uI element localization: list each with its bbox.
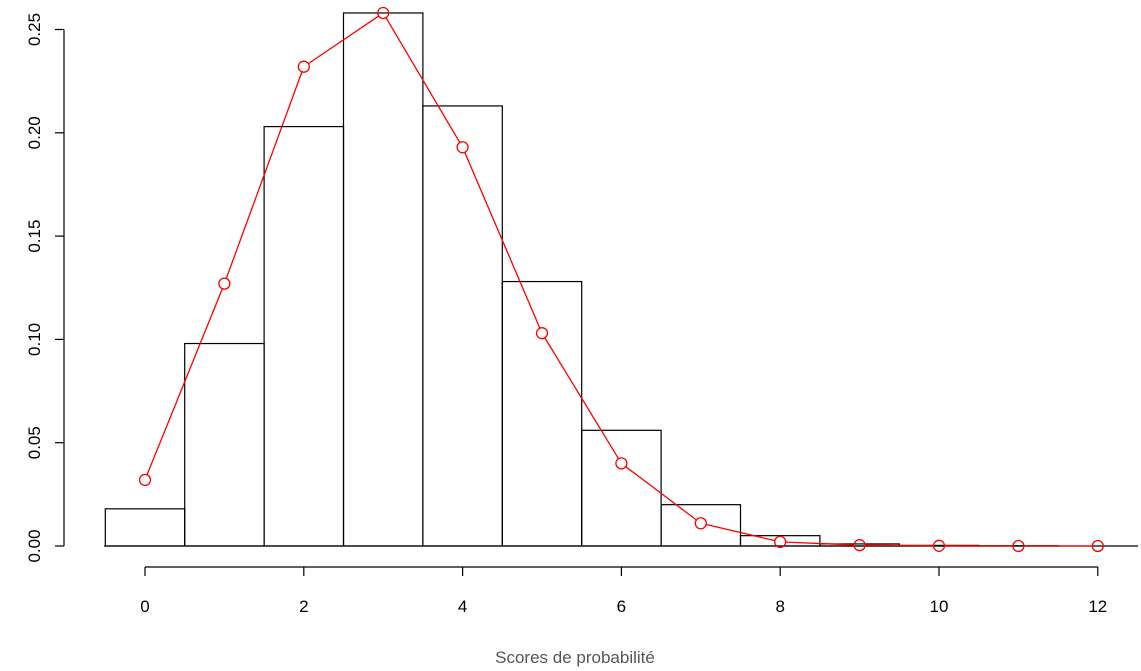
histogram-bar bbox=[342, 12, 424, 547]
histogram-bar bbox=[104, 508, 186, 547]
histogram-bar bbox=[501, 280, 583, 547]
x-tick-label: 0 bbox=[140, 597, 149, 616]
fitted-line-segment bbox=[385, 17, 461, 143]
histogram-bar bbox=[660, 504, 742, 547]
histogram-bar bbox=[739, 535, 821, 547]
fitted-point-marker bbox=[1012, 539, 1025, 553]
y-tick-label: 0.00 bbox=[25, 529, 44, 562]
histogram-bars bbox=[104, 12, 1059, 547]
y-tick-label: 0.15 bbox=[25, 220, 44, 253]
x-tick-label: 8 bbox=[775, 597, 784, 616]
histogram-bar bbox=[263, 126, 345, 547]
fitted-line-segment bbox=[625, 466, 697, 521]
fitted-line-segment bbox=[785, 541, 855, 546]
fitted-point-marker bbox=[377, 6, 390, 20]
fitted-point-marker bbox=[615, 457, 628, 470]
histogram-bar bbox=[184, 342, 265, 547]
fitted-point-marker bbox=[456, 141, 469, 154]
fitted-line-series bbox=[138, 6, 1104, 553]
x-tick-label: 6 bbox=[617, 597, 626, 616]
histogram-bar bbox=[581, 429, 662, 547]
histogram-bar bbox=[422, 105, 503, 547]
fitted-point-marker bbox=[297, 60, 310, 73]
y-tick-label: 0.20 bbox=[25, 116, 44, 149]
fitted-point-marker bbox=[138, 473, 152, 487]
fitted-line-segment bbox=[307, 15, 380, 65]
fitted-point-marker bbox=[535, 327, 549, 340]
fitted-point-marker bbox=[932, 539, 946, 552]
fitted-line-segment bbox=[865, 544, 934, 547]
x-axis-label: Scores de probabilité bbox=[495, 648, 655, 667]
fitted-line-segment bbox=[544, 337, 620, 460]
fitted-line-segment bbox=[225, 71, 303, 279]
fitted-point-marker bbox=[1091, 539, 1104, 553]
fitted-line-segment bbox=[146, 288, 223, 476]
axes: 0 2 4 6 8 10 12 0.00 0.05 0.10 0.15 0.20 0.25 bbox=[25, 13, 1138, 616]
y-tick-label: 0.25 bbox=[25, 13, 44, 46]
fitted-line-segment bbox=[464, 152, 541, 329]
fitted-point-marker bbox=[694, 517, 707, 530]
x-tick-label: 12 bbox=[1088, 597, 1107, 616]
x-tick-label: 2 bbox=[299, 597, 308, 616]
x-tick-label: 10 bbox=[930, 597, 949, 616]
y-tick-label: 0.05 bbox=[25, 426, 44, 459]
fitted-point-marker bbox=[853, 539, 866, 552]
fitted-line-segment bbox=[706, 523, 775, 542]
fitted-point-marker bbox=[774, 535, 787, 549]
fitted-point-marker bbox=[218, 277, 231, 290]
x-tick-label: 4 bbox=[458, 597, 467, 616]
y-tick-label: 0.10 bbox=[25, 323, 44, 356]
